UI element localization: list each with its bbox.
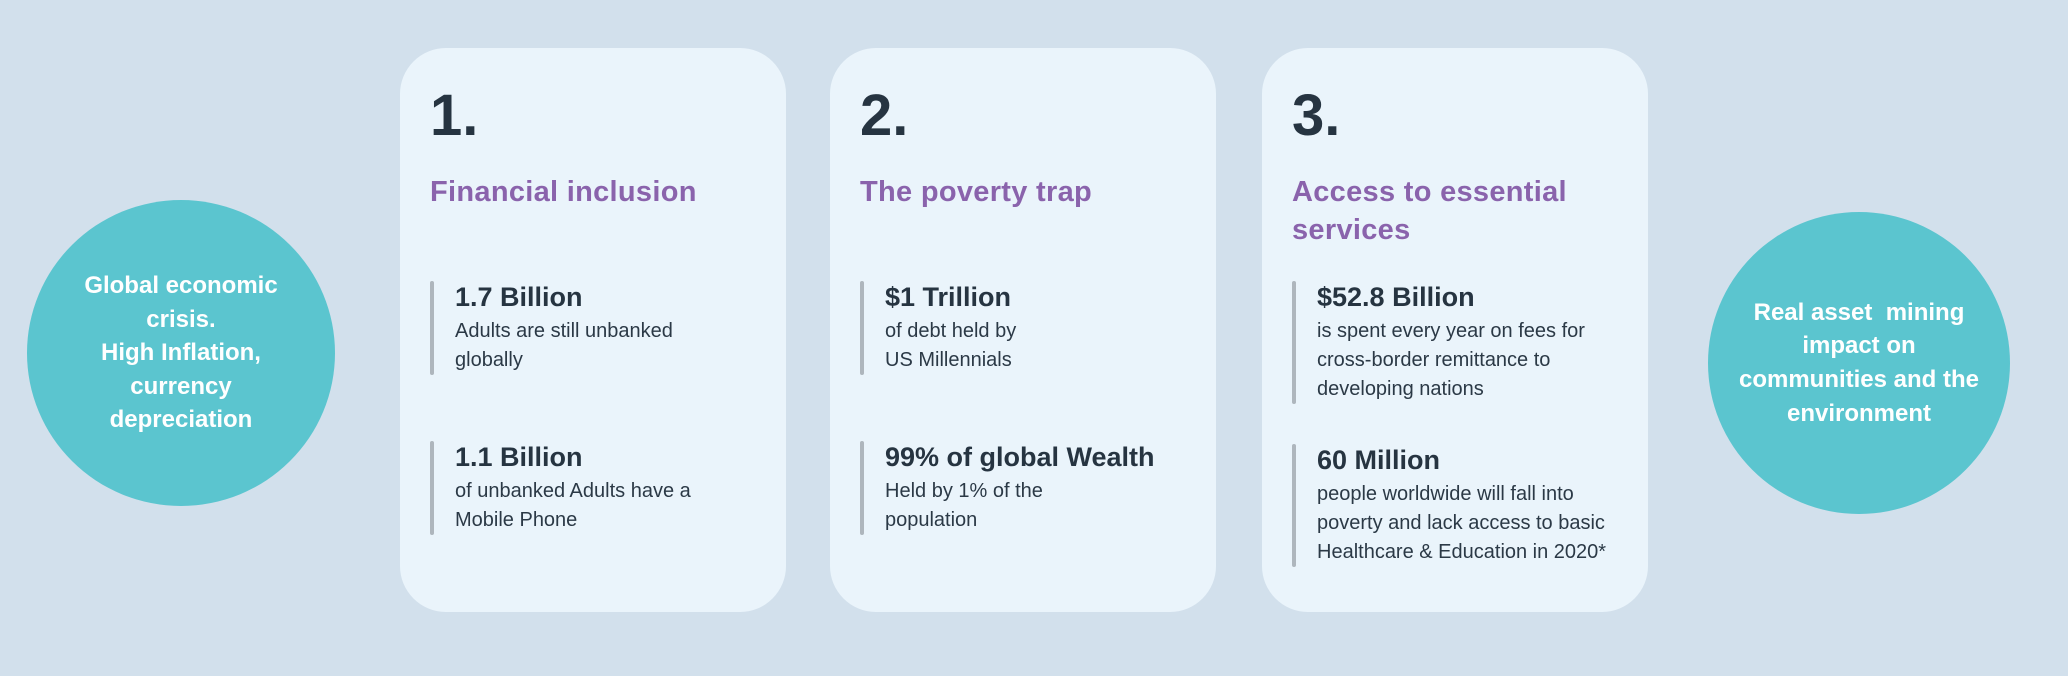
card-3-stats: $52.8 Billion is spent every year on fee… [1292, 280, 1618, 567]
card-2-stats: $1 Trillion of debt held by US Millennia… [860, 280, 1186, 535]
stat-value: $1 Trillion [885, 281, 1012, 312]
card-2-number: 2. [860, 83, 909, 148]
stat-global-wealth: 99% of global Wealth Held by 1% of the p… [860, 440, 1186, 535]
card-access-essential-services: 3. Access to essential services $52.8 Bi… [1262, 48, 1648, 612]
stat-poverty-healthcare-education: 60 Million people worldwide will fall in… [1292, 443, 1618, 567]
card-2-heading: The poverty trap [860, 175, 1093, 208]
stat-description: is spent every year on fees for cross-bo… [1317, 320, 1585, 400]
card-3-number: 3. [1292, 83, 1341, 148]
stat-value: 99% of global Wealth [885, 441, 1155, 472]
stat-value: $52.8 Billion [1317, 281, 1475, 312]
stat-body: 60 Million people worldwide will fall in… [1296, 444, 1606, 567]
stat-value: 1.7 Billion [455, 281, 583, 312]
stat-value: 1.1 Billion [455, 441, 583, 472]
stat-description: of unbanked Adults have a Mobile Phone [455, 480, 691, 532]
card-3-heading: Access to essential services [1292, 175, 1567, 247]
stat-value: 60 Million [1317, 444, 1441, 475]
stat-body: 1.7 Billion Adults are still unbanked gl… [434, 281, 673, 375]
card-financial-inclusion: 1. Financial inclusion 1.7 Billion Adult… [400, 48, 786, 612]
stat-description: Held by 1% of the population [885, 480, 1043, 532]
stat-accent-bar [430, 280, 434, 375]
global-economic-crisis-circle: Global economic crisis. High Inflation, … [27, 200, 335, 506]
stat-description: people worldwide will fall into poverty … [1317, 483, 1607, 563]
stat-unbanked-mobile-phone: 1.1 Billion of unbanked Adults have a Mo… [430, 440, 756, 535]
real-asset-mining-circle: Real asset mining impact on communities … [1708, 212, 2010, 514]
card-1-stats: 1.7 Billion Adults are still unbanked gl… [430, 280, 756, 535]
stat-accent-bar [430, 440, 434, 535]
stat-body: $52.8 Billion is spent every year on fee… [1296, 281, 1585, 404]
stat-unbanked-adults: 1.7 Billion Adults are still unbanked gl… [430, 280, 756, 375]
stat-millennial-debt: $1 Trillion of debt held by US Millennia… [860, 280, 1186, 375]
global-economic-crisis-text: Global economic crisis. High Inflation, … [84, 272, 278, 434]
card-1-number: 1. [430, 83, 479, 148]
real-asset-mining-text: Real asset mining impact on communities … [1738, 298, 1980, 427]
stat-accent-bar [860, 440, 864, 535]
card-poverty-trap: 2. The poverty trap $1 Trillion of debt … [830, 48, 1216, 612]
stat-accent-bar [860, 280, 864, 375]
stat-body: $1 Trillion of debt held by US Millennia… [864, 281, 1016, 375]
stat-remittance-fees: $52.8 Billion is spent every year on fee… [1292, 280, 1618, 404]
stat-description: Adults are still unbanked globally [455, 320, 673, 372]
stat-body: 99% of global Wealth Held by 1% of the p… [864, 441, 1155, 535]
stat-accent-bar [1292, 280, 1296, 404]
stat-body: 1.1 Billion of unbanked Adults have a Mo… [434, 441, 691, 535]
stat-accent-bar [1292, 443, 1296, 567]
stat-description: of debt held by US Millennials [885, 320, 1017, 372]
card-1-heading: Financial inclusion [430, 175, 697, 208]
